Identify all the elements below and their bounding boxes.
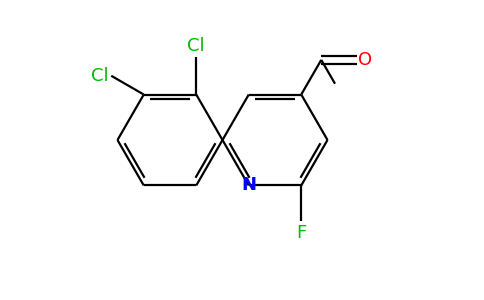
Text: N: N	[241, 176, 256, 194]
Text: O: O	[358, 51, 372, 69]
Text: Cl: Cl	[187, 37, 205, 55]
Text: Cl: Cl	[91, 67, 109, 85]
Text: F: F	[296, 224, 306, 242]
